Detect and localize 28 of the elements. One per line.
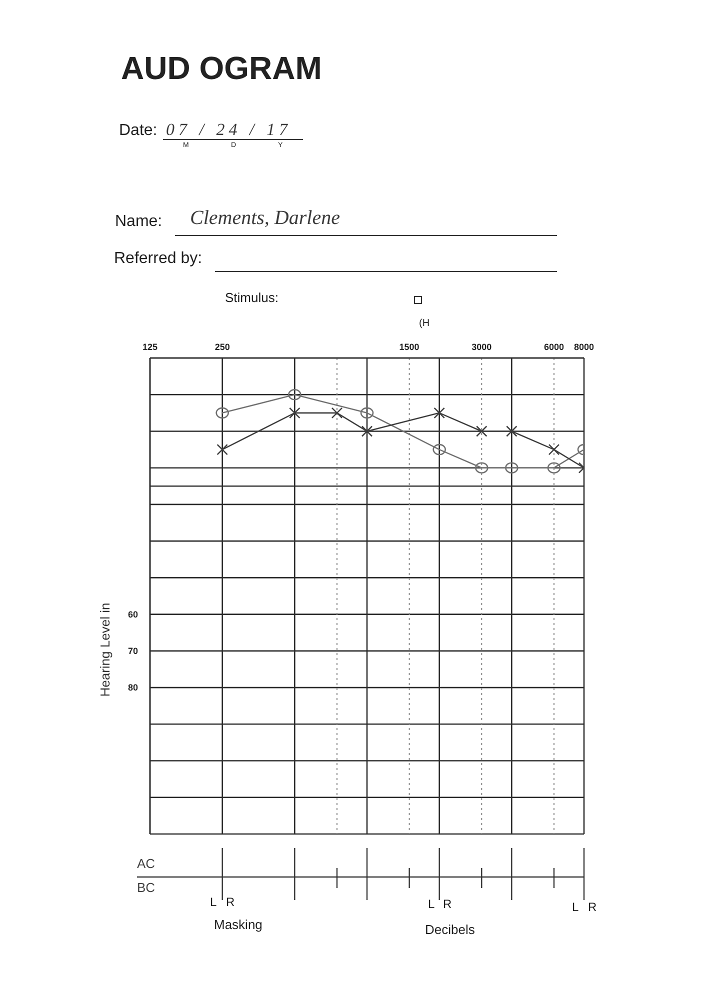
x-tick-label: 250 <box>214 342 230 352</box>
text: L <box>428 897 435 911</box>
text: Clements, Darlene <box>190 207 340 229</box>
x-tick-label: 8000 <box>574 342 594 352</box>
text: Decibels <box>425 922 475 937</box>
text: L <box>210 895 217 909</box>
x-tick-label: 6000 <box>544 342 564 352</box>
text: (H <box>419 318 430 329</box>
text: R <box>443 897 452 911</box>
text: Masking <box>214 917 262 932</box>
chart-title: AUD OGRAM <box>121 50 322 86</box>
y-tick-label: 80 <box>128 682 138 693</box>
text: R <box>226 895 235 909</box>
y-tick-label: 70 <box>128 646 138 656</box>
text: Stimulus: <box>225 290 278 305</box>
text: L <box>572 900 579 914</box>
text: R <box>588 900 597 914</box>
text: AC <box>137 856 156 871</box>
y-tick-label: 60 <box>128 610 138 620</box>
text: Date: <box>119 122 158 139</box>
x-tick-label: 1500 <box>399 342 420 352</box>
y-axis-title: Hearing Level in <box>98 602 112 697</box>
text: BC <box>137 880 156 895</box>
x-tick-label: 125 <box>142 342 158 352</box>
text: Referred by: <box>114 250 202 267</box>
x-tick-label: 3000 <box>472 342 492 352</box>
text: 07 / 24 / 17 <box>166 120 292 139</box>
text: Name: <box>115 213 162 230</box>
